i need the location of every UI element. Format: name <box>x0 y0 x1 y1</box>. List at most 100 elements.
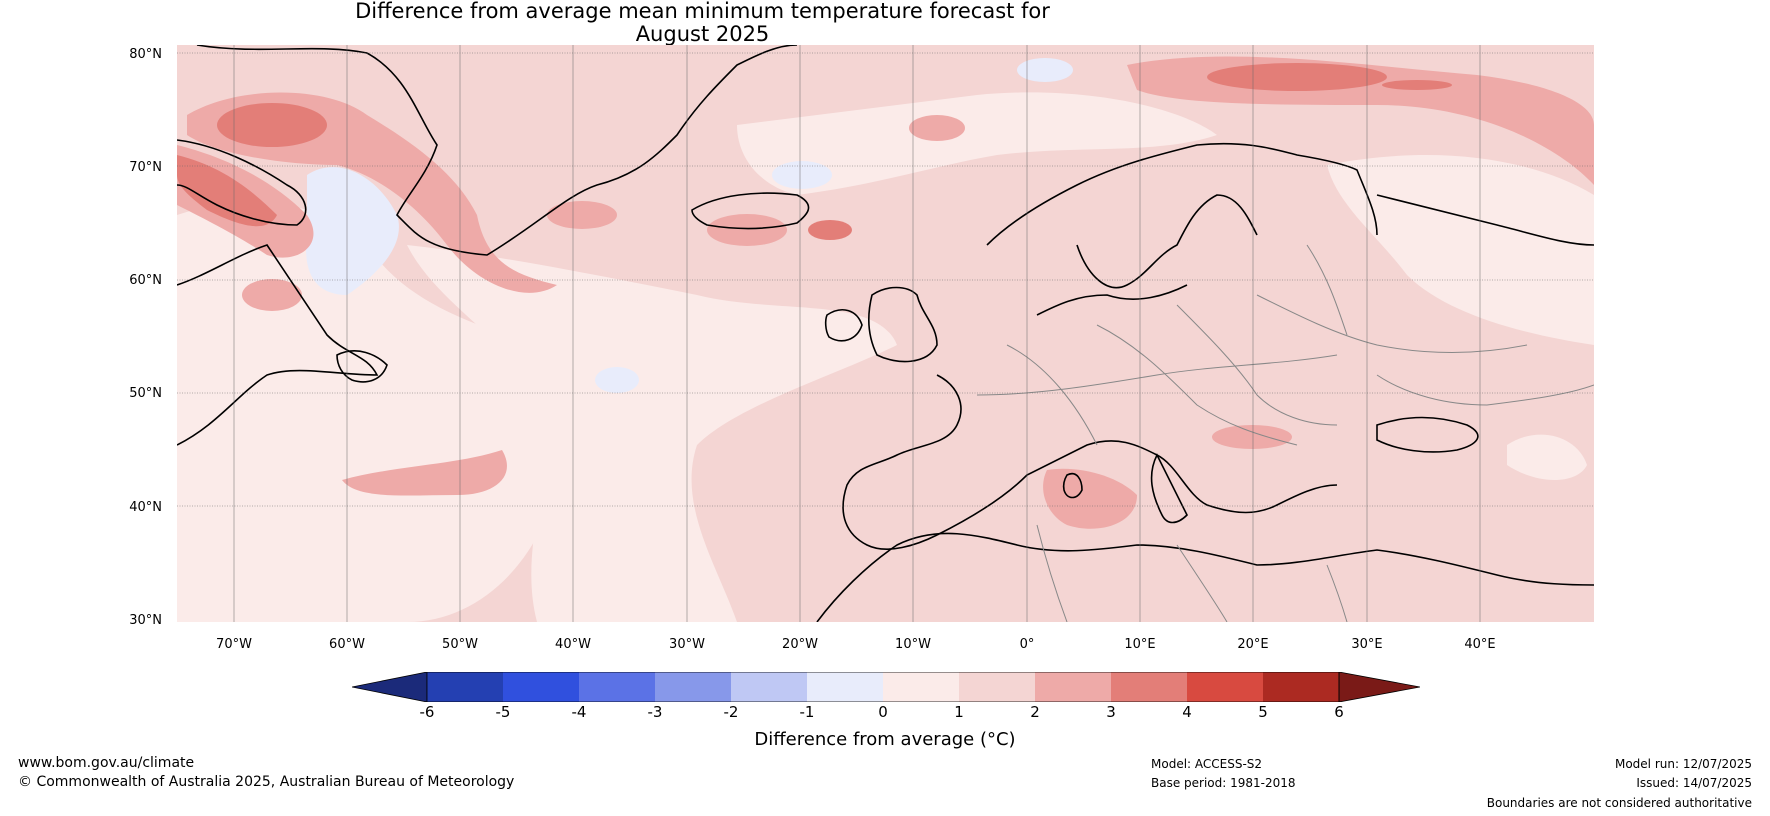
lat-label-50N: 50°N <box>129 386 162 401</box>
anomaly-region-3-4 <box>1382 80 1452 90</box>
colorbar-bin <box>1187 672 1263 702</box>
border-line <box>1006 344 1098 446</box>
border-line <box>1326 564 1348 622</box>
graticule <box>177 52 1594 507</box>
anomaly-region-neg1-0 <box>595 367 639 393</box>
anomaly-region-0-1 <box>385 580 409 596</box>
anomaly-region-0-1 <box>407 245 897 622</box>
colorbar-tick: 6 <box>1334 703 1344 721</box>
lon-label-40W: 40°W <box>555 637 591 652</box>
lat-label-70N: 70°N <box>129 160 162 175</box>
issued-text: Issued: 14/07/2025 <box>1636 776 1752 790</box>
coastline-newfoundland <box>336 350 388 383</box>
colorbar-bin <box>655 672 731 702</box>
disclaimer-text: Boundaries are not considered authoritat… <box>1486 796 1752 810</box>
colorbar-extend-low <box>352 672 428 702</box>
colorbar-bin <box>807 672 883 702</box>
anomaly-region-2-3 <box>242 279 302 311</box>
map-area <box>177 45 1594 622</box>
colorbar-tick: -3 <box>647 703 663 721</box>
model-text: Model: ACCESS-S2 <box>1151 757 1263 771</box>
base-period-text: Base period: 1981-2018 <box>1151 776 1296 790</box>
colorbar-outline <box>426 672 1340 702</box>
map-svg <box>177 45 1594 622</box>
colorbar-bin <box>731 672 807 702</box>
colorbar-tick: -1 <box>799 703 815 721</box>
border-line <box>1256 294 1528 353</box>
anomaly-region-3-4 <box>808 220 852 240</box>
meridians <box>233 45 1481 622</box>
colorbar-tick: 2 <box>1030 703 1040 721</box>
coastline-africa-north <box>816 532 1594 622</box>
anomaly-region-0-1 <box>187 521 223 549</box>
anomaly-region-3-4 <box>217 103 327 147</box>
lat-label-80N: 80°N <box>129 47 162 62</box>
title-line-2: August 2025 <box>635 22 770 46</box>
colorbar-tick: 3 <box>1106 703 1116 721</box>
anomaly-region-2-3 <box>1212 425 1292 449</box>
border-line <box>1096 324 1298 446</box>
anomaly-region-0-1 <box>737 92 1217 195</box>
coastline-greenland <box>196 45 798 256</box>
colorbar-bin <box>579 672 655 702</box>
colorbar-bin <box>883 672 959 702</box>
coastline-ireland <box>824 309 863 342</box>
lon-label-30E: 30°E <box>1351 637 1383 652</box>
coastline-baffin <box>177 139 307 226</box>
lon-label-70W: 70°W <box>216 637 252 652</box>
anomaly-region-2-3 <box>1043 468 1137 529</box>
lon-label-30W: 30°W <box>669 637 705 652</box>
border-line <box>1176 304 1338 426</box>
anomaly-region-2-3 <box>1127 56 1594 186</box>
colorbar-bin <box>427 672 503 702</box>
lon-label-60W: 60°W <box>329 637 365 652</box>
anomaly-region-3-4 <box>1207 63 1387 91</box>
anomaly-region-neg1-0 <box>1017 58 1073 82</box>
lon-label-0: 0° <box>1019 637 1035 652</box>
lat-label-60N: 60°N <box>129 273 162 288</box>
lat-label-40N: 40°N <box>129 500 162 515</box>
colorbar-bin <box>1111 672 1187 702</box>
coastline-britain <box>867 286 938 363</box>
website-link[interactable]: www.bom.gov.au/climate <box>18 755 195 771</box>
lon-label-50W: 50°W <box>442 637 478 652</box>
map-title: Difference from average mean minimum tem… <box>0 0 1405 46</box>
coastline-norway <box>986 142 1378 246</box>
colorbar-tick: 0 <box>878 703 888 721</box>
coastline-russia-north <box>1376 194 1594 246</box>
border-line <box>976 354 1338 396</box>
colorbar-bin <box>959 672 1035 702</box>
colorbar-label: Difference from average (°C) <box>754 729 1016 750</box>
colorbar-tick: -5 <box>495 703 511 721</box>
title-line-1: Difference from average mean minimum tem… <box>355 0 1050 23</box>
border-line <box>1306 244 1348 336</box>
anomaly-region-2-3 <box>707 214 787 246</box>
coastline-mediterranean-north <box>936 440 1338 536</box>
colorbar-tick: 1 <box>954 703 964 721</box>
lon-label-10E: 10°E <box>1124 637 1156 652</box>
border-line <box>1036 524 1068 622</box>
colorbar-tick: 5 <box>1258 703 1268 721</box>
country-borders <box>976 244 1594 622</box>
copyright-text: © Commonwealth of Australia 2025, Austra… <box>18 774 515 790</box>
lon-label-10W: 10°W <box>895 637 931 652</box>
colorbar-bin <box>1263 672 1339 702</box>
colorbar-extend-high <box>1338 672 1420 702</box>
anomaly-region-0-1 <box>1327 155 1594 345</box>
coastline-iceland <box>691 192 810 230</box>
anomaly-region-0-1 <box>1507 434 1587 480</box>
colorbar-tick: -2 <box>723 703 739 721</box>
lat-label-30N: 30°N <box>129 613 162 628</box>
colorbar-bin <box>1035 672 1111 702</box>
colorbar-tick: 4 <box>1182 703 1192 721</box>
anomaly-region-2-3 <box>547 201 617 229</box>
colorbar <box>352 672 1420 702</box>
coastline-europe-west <box>842 374 962 550</box>
lon-label-40E: 40°E <box>1464 637 1496 652</box>
border-line <box>1176 544 1228 622</box>
lon-label-20W: 20°W <box>782 637 818 652</box>
anomaly-region-2-3 <box>909 115 965 141</box>
model-run-text: Model run: 12/07/2025 <box>1614 757 1752 771</box>
lon-label-20E: 20°E <box>1237 637 1269 652</box>
coastlines <box>177 45 1594 622</box>
